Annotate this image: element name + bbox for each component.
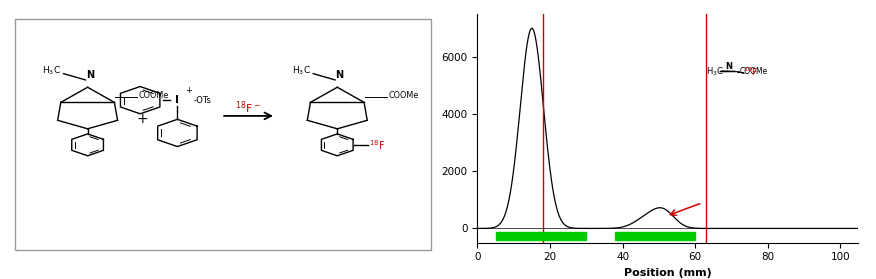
Bar — [496, 232, 586, 240]
Text: I: I — [175, 95, 180, 105]
Bar — [15, 19, 431, 250]
Text: $^{18}$F$^-$: $^{18}$F$^-$ — [236, 100, 261, 116]
Text: -OTs: -OTs — [194, 96, 212, 105]
Text: COOMe: COOMe — [388, 91, 419, 100]
X-axis label: Position (mm): Position (mm) — [624, 268, 712, 278]
Text: N: N — [725, 62, 732, 71]
Text: H$_3$C: H$_3$C — [292, 65, 311, 77]
Text: H$_3$C: H$_3$C — [42, 65, 61, 77]
Text: COOMe: COOMe — [138, 91, 169, 100]
Text: $^{18}$F: $^{18}$F — [369, 138, 385, 152]
Text: $^{18}$F: $^{18}$F — [744, 65, 759, 78]
Bar — [615, 232, 696, 240]
Text: H$_3$C: H$_3$C — [706, 65, 724, 78]
Text: +: + — [186, 86, 192, 95]
Text: N: N — [86, 70, 94, 80]
Text: COOMe: COOMe — [739, 67, 767, 76]
Text: +: + — [137, 112, 148, 126]
Text: N: N — [336, 70, 343, 80]
